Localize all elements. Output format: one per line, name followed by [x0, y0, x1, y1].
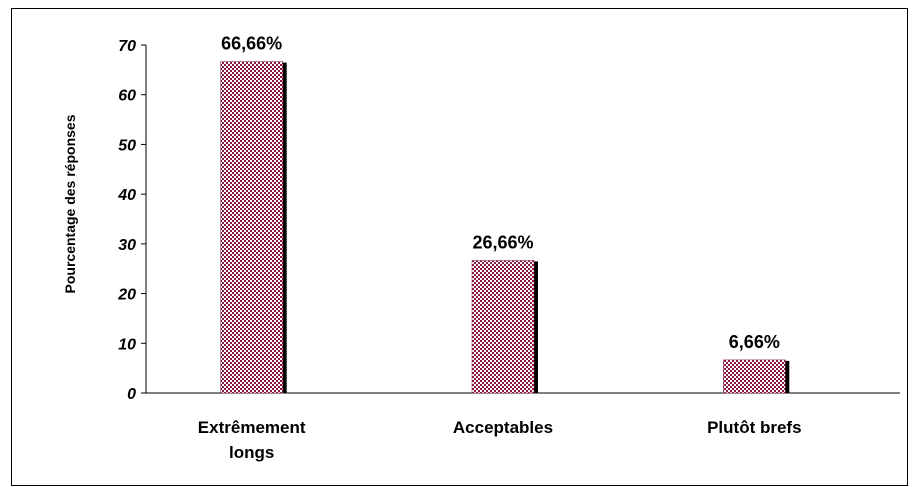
bar — [220, 61, 283, 394]
y-axis-title: Pourcentage des réponses — [62, 114, 78, 293]
y-tick-label: 30 — [118, 237, 136, 254]
bar — [471, 260, 535, 394]
y-tick-label: 50 — [118, 137, 136, 154]
y-tick-label: 40 — [117, 187, 136, 204]
y-tick-label: 20 — [117, 287, 136, 304]
x-tick-label: Acceptables — [453, 418, 553, 437]
y-tick-label: 60 — [118, 88, 136, 105]
x-tick-label: Extrêmement — [198, 418, 306, 437]
y-tick-label: 70 — [118, 38, 136, 55]
data-label: 26,66% — [472, 232, 533, 252]
plot-area: 0 10 20 30 40 50 60 70 Pourcentage des réponses 6… — [62, 34, 900, 462]
bar — [723, 359, 786, 394]
y-tick-label: 10 — [118, 336, 136, 353]
x-tick-label: Plutôt brefs — [707, 418, 801, 437]
data-label: 66,66% — [221, 34, 282, 54]
x-tick-label: longs — [229, 443, 274, 462]
y-tick-label: 0 — [127, 386, 136, 403]
data-label: 6,66% — [729, 332, 780, 352]
chart-frame — [11, 8, 908, 486]
